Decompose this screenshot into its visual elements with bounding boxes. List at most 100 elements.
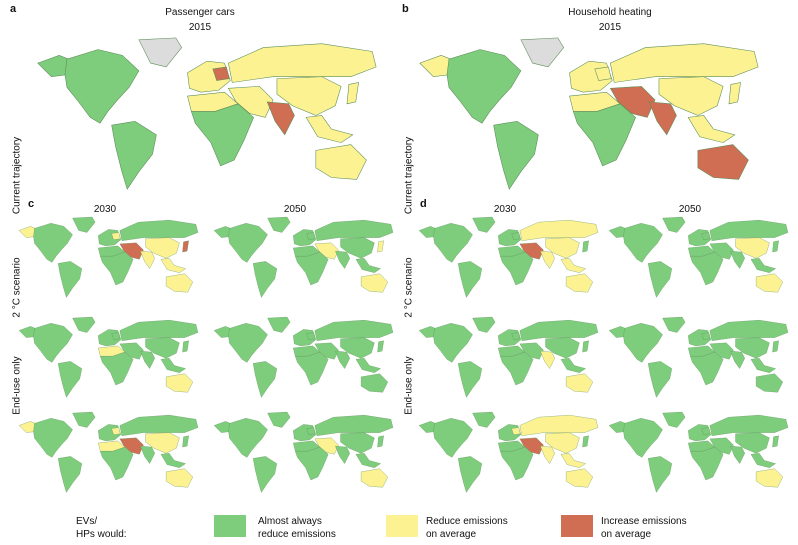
region-australia [315, 144, 367, 180]
region-japan [377, 340, 384, 353]
region-africa [190, 103, 254, 167]
region-india [266, 101, 295, 136]
legend-heading-line1: EVs/ [76, 516, 98, 527]
region-alaska [418, 421, 436, 433]
region-poland [511, 427, 521, 435]
year-label-d-2030: 2030 [493, 204, 517, 215]
region-me [709, 242, 734, 260]
world-map-a2015 [37, 37, 377, 190]
region-india [730, 445, 745, 464]
region-russia [314, 219, 394, 241]
region-alaska [37, 55, 70, 77]
region-alaska [608, 326, 626, 338]
region-india [140, 250, 155, 269]
world-map-c_ct_2030 [18, 216, 199, 298]
region-alaska [18, 421, 36, 433]
region-china [340, 237, 375, 259]
region-russia [519, 219, 599, 241]
region-greenland [72, 216, 96, 233]
panel-letter-d: d [420, 198, 427, 210]
year-label-2015-a: 2015 [188, 22, 212, 33]
region-japan [182, 240, 189, 253]
region-sea [560, 258, 586, 273]
region-australia [360, 373, 388, 393]
region-russia [119, 219, 199, 241]
region-na [33, 223, 73, 263]
region-africa [500, 351, 534, 386]
region-japan [346, 82, 359, 105]
region-japan [772, 340, 779, 353]
panel-letter-c: c [28, 198, 35, 210]
region-me [709, 437, 734, 455]
region-poland [111, 332, 121, 340]
legend-swatch-yellow [386, 515, 418, 537]
world-map-c_2c_2050 [213, 316, 394, 398]
region-alaska [608, 226, 626, 238]
world-map-c_2c_2030 [18, 316, 199, 398]
region-australia [697, 144, 749, 180]
region-sa [57, 456, 82, 493]
region-australia [165, 373, 193, 393]
legend-label: reduce emissions [258, 529, 336, 540]
legend-label: on average [601, 529, 652, 540]
region-australia [165, 273, 193, 293]
year-label-c-2050: 2050 [283, 204, 307, 215]
region-australia [565, 273, 593, 293]
world-map-d_eu_2030 [418, 411, 599, 493]
region-china [545, 337, 580, 359]
region-russia [610, 43, 759, 83]
region-russia [709, 414, 789, 436]
region-sa [647, 261, 672, 298]
region-africa [572, 103, 636, 167]
region-africa [100, 446, 134, 481]
region-poland [212, 66, 230, 81]
region-sea [355, 453, 381, 468]
region-poland [701, 332, 711, 340]
region-me [119, 242, 144, 260]
region-alaska [213, 326, 231, 338]
legend-label: Increase emissions [601, 516, 687, 527]
region-australia [755, 273, 783, 293]
region-na [228, 418, 268, 458]
region-na [433, 418, 473, 458]
region-me [314, 342, 339, 360]
region-greenland [72, 411, 96, 428]
region-australia [755, 373, 783, 393]
region-china [340, 337, 375, 359]
region-poland [306, 332, 316, 340]
world-map-d_2c_2030 [418, 316, 599, 398]
year-label-c-2030: 2030 [93, 204, 117, 215]
region-japan [182, 435, 189, 448]
world-map-d_ct_2030 [418, 216, 599, 298]
region-sa [457, 361, 482, 398]
region-greenland [472, 216, 496, 233]
region-australia [165, 468, 193, 488]
region-sea [750, 258, 776, 273]
region-greenland [267, 316, 291, 333]
region-russia [119, 319, 199, 341]
region-greenland [662, 411, 686, 428]
region-greenland [267, 411, 291, 428]
region-greenland [267, 216, 291, 233]
region-africa [500, 446, 534, 481]
region-china [340, 432, 375, 454]
region-sea [560, 453, 586, 468]
region-me [314, 242, 339, 260]
region-australia [565, 373, 593, 393]
region-japan [772, 240, 779, 253]
region-sea [160, 453, 186, 468]
region-alaska [418, 226, 436, 238]
region-australia [755, 468, 783, 488]
world-map-d_ct_2050 [608, 216, 789, 298]
region-china [276, 76, 342, 116]
region-na [623, 323, 663, 363]
region-russia [314, 414, 394, 436]
region-na [33, 323, 73, 363]
legend-label: on average [426, 529, 477, 540]
row-label-end-use-right: End-use only [403, 356, 415, 415]
region-sa [57, 261, 82, 298]
region-india [730, 250, 745, 269]
region-me [119, 342, 144, 360]
region-sea [750, 453, 776, 468]
region-africa [500, 251, 534, 286]
